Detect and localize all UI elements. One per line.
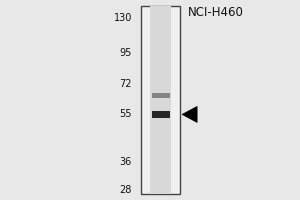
Bar [152, 111, 169, 118]
Bar [152, 93, 169, 98]
Polygon shape [182, 106, 197, 122]
Text: 36: 36 [120, 157, 132, 167]
Bar [141, 6, 180, 194]
Bar [150, 6, 171, 194]
Text: 72: 72 [119, 79, 132, 89]
Text: 55: 55 [119, 109, 132, 119]
Text: 130: 130 [114, 13, 132, 23]
Text: 95: 95 [120, 48, 132, 58]
Text: NCI-H460: NCI-H460 [188, 6, 244, 19]
Text: 28: 28 [120, 185, 132, 195]
